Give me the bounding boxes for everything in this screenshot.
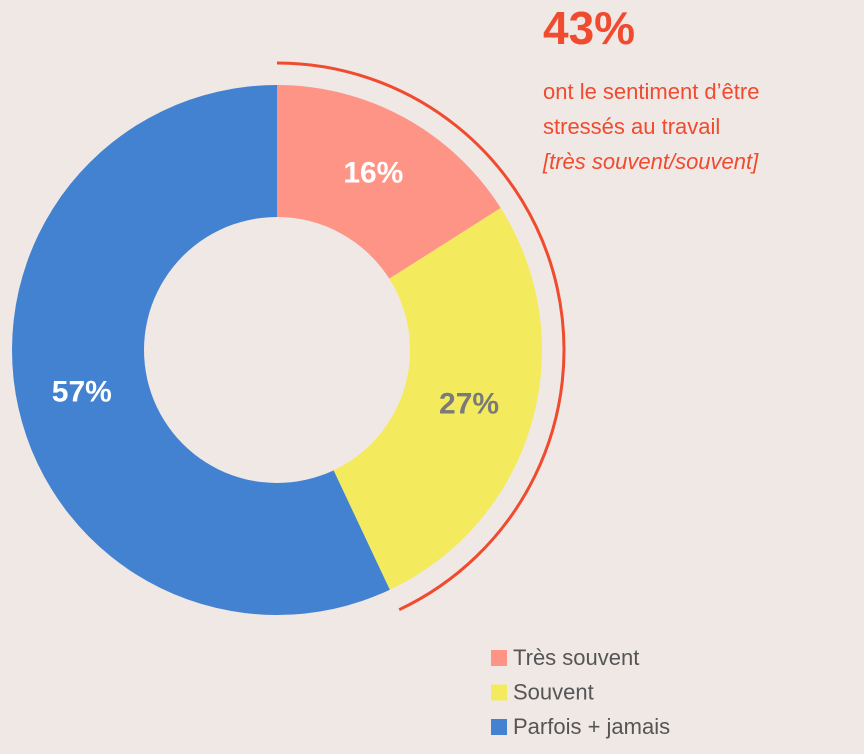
- annotation-text: stressés au travail: [543, 114, 720, 139]
- annotation-arc: [276, 61, 566, 612]
- legend-label: Souvent: [513, 679, 594, 704]
- slice: [277, 85, 501, 279]
- slice: [333, 208, 543, 590]
- legend-swatch: [491, 684, 507, 701]
- annotation-value: 43%: [543, 2, 635, 54]
- legend-swatch: [491, 650, 507, 666]
- legend-label: Très souvent: [513, 645, 639, 670]
- slice-label: 57%: [52, 376, 112, 409]
- slice: [12, 85, 390, 615]
- legend-label: Parfois + jamais: [513, 714, 670, 739]
- annotation-note: [très souvent/souvent]: [542, 149, 759, 174]
- slice-label: 27%: [439, 388, 499, 421]
- legend-swatch: [491, 719, 507, 735]
- annotation-text: ont le sentiment d’être: [543, 79, 759, 104]
- slice-label: 16%: [343, 157, 403, 190]
